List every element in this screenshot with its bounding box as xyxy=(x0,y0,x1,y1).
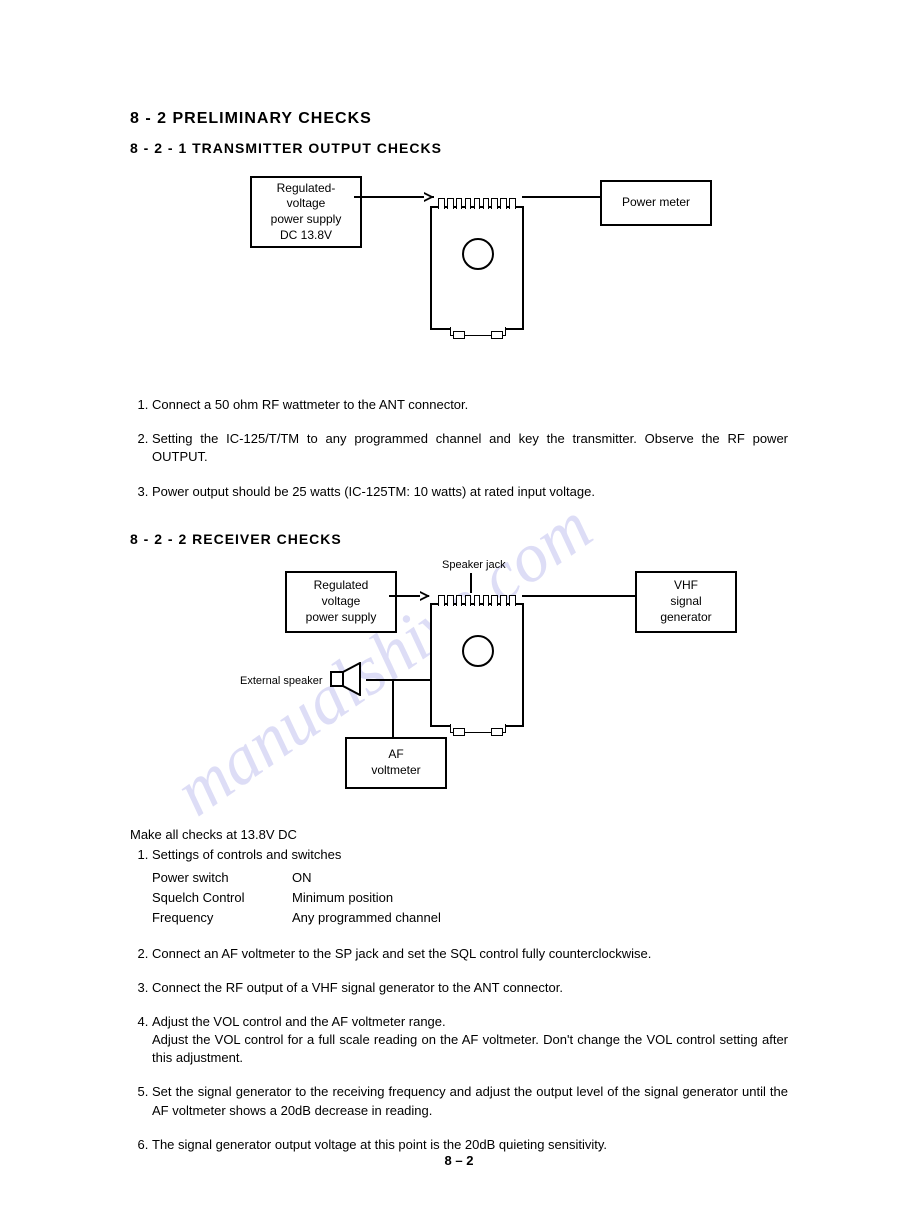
step: The signal generator output voltage at t… xyxy=(152,1136,788,1154)
radio-device xyxy=(430,206,524,330)
step: Power output should be 25 watts (IC-125T… xyxy=(152,483,788,501)
setting-label: Frequency xyxy=(152,908,292,928)
setting-value: ON xyxy=(292,868,788,888)
knob-icon xyxy=(462,635,494,667)
speaker-icon xyxy=(330,662,368,696)
step: Settings of controls and switches Power … xyxy=(152,846,788,929)
power-meter-box: Power meter xyxy=(600,180,712,226)
wire xyxy=(392,679,430,681)
page-number: 8 – 2 xyxy=(0,1153,918,1168)
wire xyxy=(470,573,472,593)
wire xyxy=(522,595,637,597)
external-speaker-label: External speaker xyxy=(240,675,323,687)
leadin-text: Make all checks at 13.8V DC xyxy=(130,827,788,842)
step: Connect the RF output of a VHF signal ge… xyxy=(152,979,788,997)
subsection1-heading: 8 - 2 - 1 TRANSMITTER OUTPUT CHECKS xyxy=(130,140,788,156)
speaker-jack-label: Speaker jack xyxy=(442,559,506,571)
diagram-receiver: Regulated voltage power supply Speaker j… xyxy=(130,567,788,797)
wire xyxy=(392,679,394,739)
step1-intro: Settings of controls and switches xyxy=(152,847,341,862)
setting-value: Any programmed channel xyxy=(292,908,788,928)
regulated-supply-box: Regulated voltage power supply xyxy=(285,571,397,633)
setting-value: Minimum position xyxy=(292,888,788,908)
af-voltmeter-box: AF voltmeter xyxy=(345,737,447,789)
section-heading: 8 - 2 PRELIMINARY CHECKS xyxy=(130,110,788,128)
wire xyxy=(522,196,602,198)
vhf-generator-box: VHF signal generator xyxy=(635,571,737,633)
settings-table: Power switch ON Squelch Control Minimum … xyxy=(152,868,788,929)
receiver-steps: Settings of controls and switches Power … xyxy=(130,846,788,1154)
setting-label: Power switch xyxy=(152,868,292,888)
page-content: 8 - 2 PRELIMINARY CHECKS 8 - 2 - 1 TRANS… xyxy=(0,0,918,1224)
wire xyxy=(354,196,434,198)
step: Setting the IC-125/T/TM to any programme… xyxy=(152,430,788,466)
wire xyxy=(366,679,394,681)
step: Set the signal generator to the receivin… xyxy=(152,1083,788,1119)
step: Adjust the VOL control and the AF voltme… xyxy=(152,1013,788,1068)
diagram-transmitter: Regulated- voltage power supply DC 13.8V… xyxy=(130,176,788,366)
step: Connect a 50 ohm RF wattmeter to the ANT… xyxy=(152,396,788,414)
radio-device xyxy=(430,603,524,727)
arrow-icon xyxy=(424,192,434,202)
setting-label: Squelch Control xyxy=(152,888,292,908)
subsection2-heading: 8 - 2 - 2 RECEIVER CHECKS xyxy=(130,531,788,547)
knob-icon xyxy=(462,238,494,270)
arrow-icon xyxy=(420,591,430,601)
transmitter-steps: Connect a 50 ohm RF wattmeter to the ANT… xyxy=(130,396,788,501)
step: Connect an AF voltmeter to the SP jack a… xyxy=(152,945,788,963)
regulated-supply-box: Regulated- voltage power supply DC 13.8V xyxy=(250,176,362,248)
